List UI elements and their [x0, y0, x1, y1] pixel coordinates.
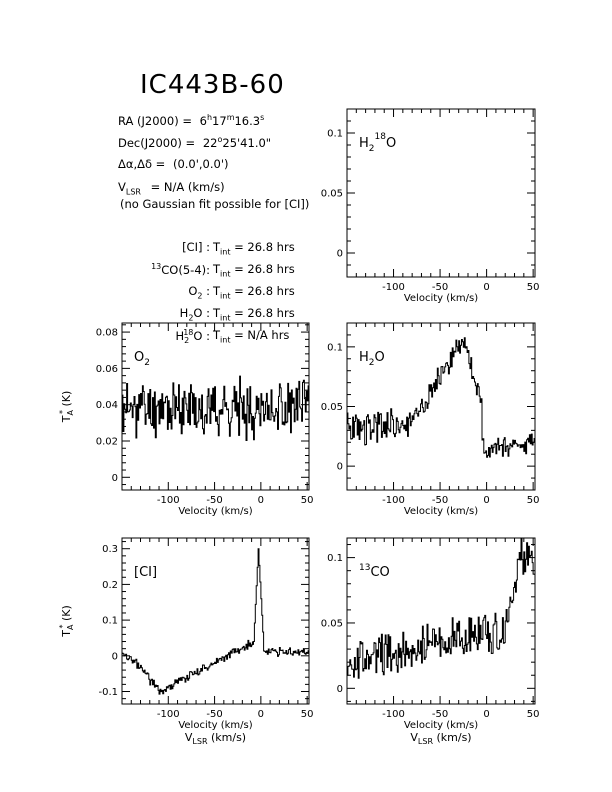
integration-row: H2O :: [179, 306, 210, 323]
panel-13co: -100 -50 0 50 0 0.05 0.1 Velocity (km/s)VLSR (k…: [321, 537, 540, 746]
panel-h218o: -100 -50 0 50 0 0.05 0.1 Velocity (km/s) H218O: [321, 108, 540, 304]
species-label-o2: O2: [134, 350, 150, 368]
plot-frame: [346, 322, 536, 491]
plot-frame: [121, 322, 310, 491]
y-tick-label: 0.1: [327, 553, 343, 564]
integration-row: [CI] :: [182, 240, 210, 254]
x-tick-label: 50: [527, 282, 540, 293]
y-tick-label: 0.2: [102, 580, 118, 591]
vlsr-line: VLSR = N/A (km/s): [118, 180, 225, 197]
x-axis-label-vlsr: VLSR (km/s): [185, 731, 246, 746]
integration-value: Tint = 26.8 hrs: [213, 306, 295, 323]
x-axis-label-vlsr: VLSR (km/s): [410, 731, 471, 746]
y-tick-label: 0: [112, 651, 118, 662]
x-axis-label: Velocity (km/s): [404, 720, 478, 731]
plot-frame: [346, 537, 536, 705]
x-tick-label: 0: [483, 709, 489, 720]
y-tick-label: 0: [337, 249, 343, 260]
integration-value: Tint = 26.8 hrs: [213, 262, 295, 279]
panel-o2: -100 -50 0 50 0 0.02 0.04 0.06 0.08 Velocity (km/…: [58, 322, 314, 517]
ra-line: RA (J2000) = 6h17m16.3s: [118, 113, 264, 128]
x-tick-label: 0: [258, 495, 264, 506]
x-tick-label: 0: [483, 495, 489, 506]
x-tick-label: -50: [432, 282, 448, 293]
offset-label: Δα,Δδ =: [118, 157, 166, 171]
y-tick-label: 0.05: [321, 618, 343, 629]
dec-value: 22o25'41.0": [202, 135, 272, 150]
y-tick-label: 0: [112, 473, 118, 484]
y-tick-label: 0.08: [96, 328, 118, 339]
offset-line: Δα,Δδ = (0.0',0.0'): [118, 157, 229, 171]
spectrum-line-h2o: [347, 337, 536, 458]
ra-label: RA (J2000) =: [118, 113, 192, 128]
integration-value: Tint = N/A hrs: [213, 328, 290, 345]
x-tick-label: 50: [527, 709, 540, 720]
x-tick-label: 50: [301, 495, 314, 506]
x-axis-label: Velocity (km/s): [404, 293, 478, 304]
vlsr-label: V: [118, 180, 126, 194]
panel-h2o: -100 -50 0 50 0 0.05 0.1 Velocity (km/s) H2O: [321, 322, 540, 517]
y-tick-label: -0.1: [98, 687, 118, 698]
y-tick-label: 0.04: [96, 400, 118, 411]
x-tick-label: -100: [382, 495, 405, 506]
species-label-ci: [CI]: [134, 565, 157, 580]
x-axis-label: Velocity (km/s): [178, 720, 252, 731]
species-label-h2o: H2O: [359, 350, 385, 368]
species-label-h218o: H218O: [359, 132, 396, 154]
y-tick-label: 0.05: [321, 402, 343, 413]
vlsr-value: = N/A (km/s): [150, 180, 225, 194]
integration-row: H218O :: [175, 328, 210, 346]
y-tick-label: 0: [337, 684, 343, 695]
panel-ci: -100 -50 0 50 -0.1 0 0.1 0.2 0.3 Velocity (km/s)V…: [58, 537, 314, 746]
x-tick-label: 50: [527, 495, 540, 506]
y-tick-label: 0.3: [102, 544, 118, 555]
x-tick-label: -50: [206, 709, 222, 720]
x-tick-label: 0: [483, 282, 489, 293]
integration-row: O2 :: [188, 284, 210, 301]
x-tick-label: -100: [157, 709, 180, 720]
y-tick-label: 0: [337, 462, 343, 473]
spectrum-line-13co: [347, 537, 536, 679]
integration-row: 13CO(5-4):: [151, 262, 210, 277]
x-tick-label: -50: [432, 495, 448, 506]
spectrum-line-ci: [122, 548, 310, 695]
x-tick-label: -100: [157, 495, 180, 506]
integration-value: Tint = 26.8 hrs: [213, 284, 295, 301]
y-tick-label: 0.02: [96, 436, 118, 447]
x-tick-label: -50: [206, 495, 222, 506]
species-label-13co: 13CO: [359, 563, 390, 580]
y-axis-label: TA* (K): [58, 605, 75, 638]
page-title: IC443B-60: [140, 70, 285, 100]
plot-frame: [121, 537, 310, 705]
y-tick-label: 0.1: [327, 129, 343, 140]
y-tick-label: 0.06: [96, 364, 118, 375]
x-tick-label: 50: [301, 709, 314, 720]
x-tick-label: -100: [382, 282, 405, 293]
x-tick-label: 0: [258, 709, 264, 720]
ra-value: 6h17m16.3s: [199, 113, 265, 128]
fit-note: (no Gaussian fit possible for [CI]): [120, 197, 310, 211]
x-tick-label: -100: [382, 709, 405, 720]
y-axis-label: TA* (K): [58, 391, 75, 424]
y-tick-label: 0.1: [102, 616, 118, 627]
offset-value: (0.0',0.0'): [172, 157, 229, 171]
x-axis-label: Velocity (km/s): [178, 506, 252, 517]
spectrum-line-o2: [122, 375, 310, 441]
x-axis-label: Velocity (km/s): [404, 506, 478, 517]
y-tick-label: 0.1: [327, 342, 343, 353]
y-tick-label: 0.05: [321, 189, 343, 200]
integration-value: Tint = 26.8 hrs: [213, 240, 295, 257]
dec-label: Dec(J2000) =: [118, 135, 196, 150]
dec-line: Dec(J2000) = 22o25'41.0": [118, 135, 271, 150]
x-tick-label: -50: [432, 709, 448, 720]
